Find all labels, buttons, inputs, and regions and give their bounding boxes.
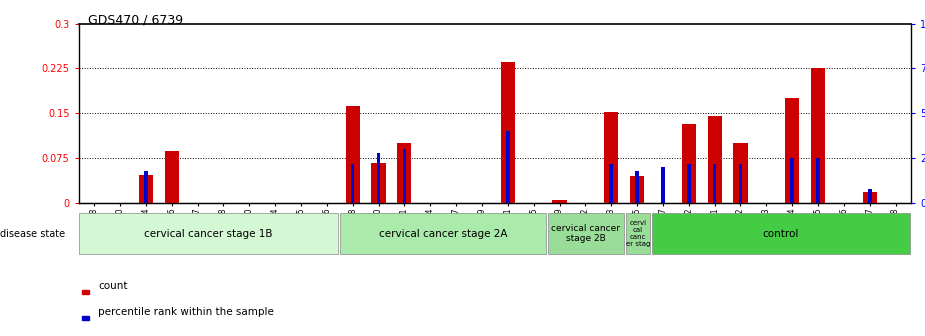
- Bar: [682, 124, 696, 203]
- Bar: [165, 151, 179, 203]
- Bar: [372, 163, 386, 203]
- Bar: [144, 171, 148, 203]
- Bar: [604, 112, 618, 203]
- Bar: [139, 174, 153, 203]
- Text: cervi
cal
canc
er stag: cervi cal canc er stag: [626, 220, 650, 247]
- Text: disease state: disease state: [0, 228, 65, 239]
- Bar: [868, 189, 871, 203]
- Text: cervical cancer stage 1B: cervical cancer stage 1B: [144, 228, 273, 239]
- Text: control: control: [763, 228, 799, 239]
- Bar: [734, 143, 747, 203]
- Bar: [351, 164, 354, 203]
- Text: cervical cancer
stage 2B: cervical cancer stage 2B: [551, 224, 621, 243]
- Bar: [81, 316, 89, 320]
- Text: count: count: [98, 281, 128, 291]
- Bar: [739, 164, 742, 203]
- Bar: [785, 98, 799, 203]
- Bar: [397, 143, 412, 203]
- FancyBboxPatch shape: [652, 213, 910, 254]
- Bar: [791, 158, 794, 203]
- Bar: [630, 176, 644, 203]
- Bar: [346, 106, 360, 203]
- Text: cervical cancer stage 2A: cervical cancer stage 2A: [378, 228, 507, 239]
- FancyBboxPatch shape: [339, 213, 546, 254]
- Bar: [687, 164, 691, 203]
- Bar: [506, 131, 510, 203]
- Bar: [661, 167, 665, 203]
- Bar: [816, 158, 820, 203]
- Text: percentile rank within the sample: percentile rank within the sample: [98, 307, 274, 317]
- FancyBboxPatch shape: [548, 213, 624, 254]
- FancyBboxPatch shape: [625, 213, 650, 254]
- Bar: [863, 193, 877, 203]
- Text: GDS470 / 6739: GDS470 / 6739: [88, 13, 183, 27]
- Bar: [811, 69, 825, 203]
- Bar: [552, 200, 567, 203]
- Bar: [713, 164, 716, 203]
- Bar: [500, 62, 515, 203]
- Bar: [610, 164, 613, 203]
- Bar: [81, 290, 89, 294]
- Bar: [635, 171, 639, 203]
- Bar: [402, 149, 406, 203]
- Bar: [708, 116, 722, 203]
- FancyBboxPatch shape: [80, 213, 338, 254]
- Bar: [376, 153, 380, 203]
